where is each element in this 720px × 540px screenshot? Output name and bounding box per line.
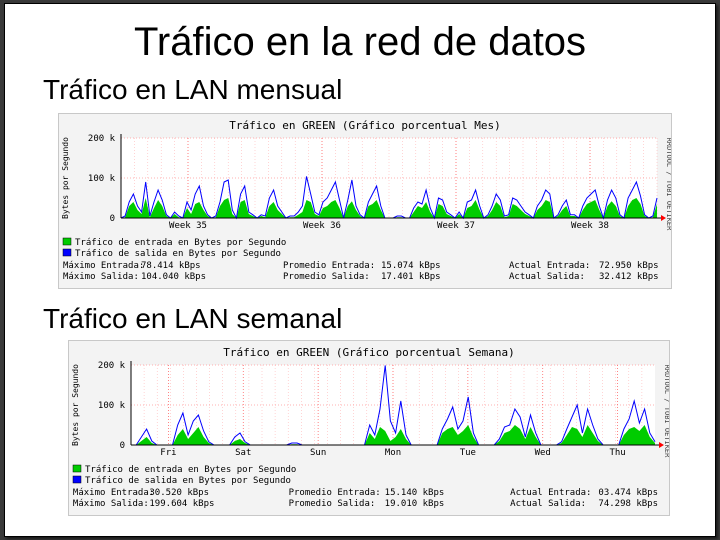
y-tick-label: 0 (110, 214, 115, 224)
y-tick-label: 200 k (88, 134, 116, 144)
x-axis-arrow (661, 215, 666, 221)
monthly-chart: Tráfico en GREEN (Gráfico porcentual Mes… (58, 113, 672, 289)
stats-cell: 74.298 kBps (598, 499, 658, 509)
stats-cell: Actual Entrada: (510, 488, 591, 498)
stats-cell: 15.074 kBps (381, 261, 441, 271)
legend-swatch-in (72, 464, 82, 473)
x-tick-label: Mon (385, 448, 401, 458)
chart-title: Tráfico en GREEN (Gráfico porcentual Mes… (229, 119, 501, 132)
y-tick-label: 0 (120, 441, 125, 451)
x-tick-label: Sat (235, 448, 251, 458)
stats-cell: Promedio Entrada: (289, 488, 381, 498)
x-tick-label: Week 37 (437, 221, 475, 231)
stats-cell: 19.010 kBps (385, 499, 445, 509)
x-tick-label: Week 38 (571, 221, 609, 231)
stats-cell: 104.040 kBps (141, 272, 206, 282)
y-axis-label: Bytes por Segundo (61, 137, 70, 219)
stats-cell: Máximo Entrada: (73, 488, 154, 498)
x-tick-label: Wed (535, 448, 551, 458)
side-label: RRDTOOL / TOBI OETIKER (665, 138, 671, 232)
y-tick-label: 100 k (98, 401, 126, 411)
subtitle-monthly: Tráfico en LAN mensual (43, 74, 343, 105)
series-in-area (131, 425, 655, 445)
series-in-area (121, 198, 657, 218)
legend-swatch-out (62, 248, 72, 257)
stats-cell: Promedio Salida: (289, 499, 376, 509)
x-tick-label: Week 36 (303, 221, 341, 231)
x-tick-label: Fri (160, 448, 176, 458)
x-axis-arrow (659, 442, 664, 448)
stats-cell: Actual Salida: (509, 272, 585, 282)
stats-cell: Promedio Entrada: (283, 261, 375, 271)
legend-label-out: Tráfico de salida en Bytes por Segundo (75, 249, 281, 259)
legend-label-in: Tráfico de entrada en Bytes por Segundo (85, 465, 296, 475)
legend-swatch-out (72, 475, 82, 484)
x-tick-label: Week 35 (169, 221, 207, 231)
stats-cell: 03.474 kBps (598, 488, 658, 498)
stats-cell: Promedio Salida: (283, 272, 370, 282)
monthly-chart-svg: Tráfico en GREEN (Gráfico porcentual Mes… (61, 119, 671, 282)
y-axis-label: Bytes por Segundo (71, 364, 80, 446)
stats-cell: 30.520 kBps (149, 488, 209, 498)
legend-swatch-in (62, 237, 72, 246)
stats-cell: Máximo Salida: (63, 272, 139, 282)
y-tick-label: 200 k (98, 361, 126, 371)
stats-cell: 72.950 kBps (599, 261, 659, 271)
stats-cell: 78.414 kBps (141, 261, 201, 271)
legend-label-in: Tráfico de entrada en Bytes por Segundo (75, 238, 286, 248)
weekly-chart-svg: Tráfico en GREEN (Gráfico porcentual Sem… (71, 346, 669, 509)
weekly-chart: Tráfico en GREEN (Gráfico porcentual Sem… (68, 340, 670, 516)
stats-cell: Actual Entrada: (509, 261, 590, 271)
stats-cell: Máximo Salida: (73, 499, 149, 509)
x-tick-label: Tue (460, 448, 476, 458)
stats-cell: Máximo Entrada: (63, 261, 144, 271)
x-tick-label: Sun (310, 448, 326, 458)
stats-cell: 32.412 kBps (599, 272, 659, 282)
x-tick-label: Thu (609, 448, 625, 458)
slide-title: Tráfico en la red de datos (133, 20, 587, 64)
y-tick-label: 100 k (88, 174, 116, 184)
chart-title: Tráfico en GREEN (Gráfico porcentual Sem… (223, 346, 514, 359)
side-label: RRDTOOL / TOBI OETIKER (663, 365, 669, 459)
stats-cell: 17.401 kBps (381, 272, 441, 282)
stats-cell: Actual Salida: (510, 499, 586, 509)
subtitle-weekly: Tráfico en LAN semanal (43, 303, 343, 334)
stats-cell: 15.140 kBps (385, 488, 445, 498)
legend-label-out: Tráfico de salida en Bytes por Segundo (85, 476, 291, 486)
stats-cell: 199.604 kBps (149, 499, 214, 509)
